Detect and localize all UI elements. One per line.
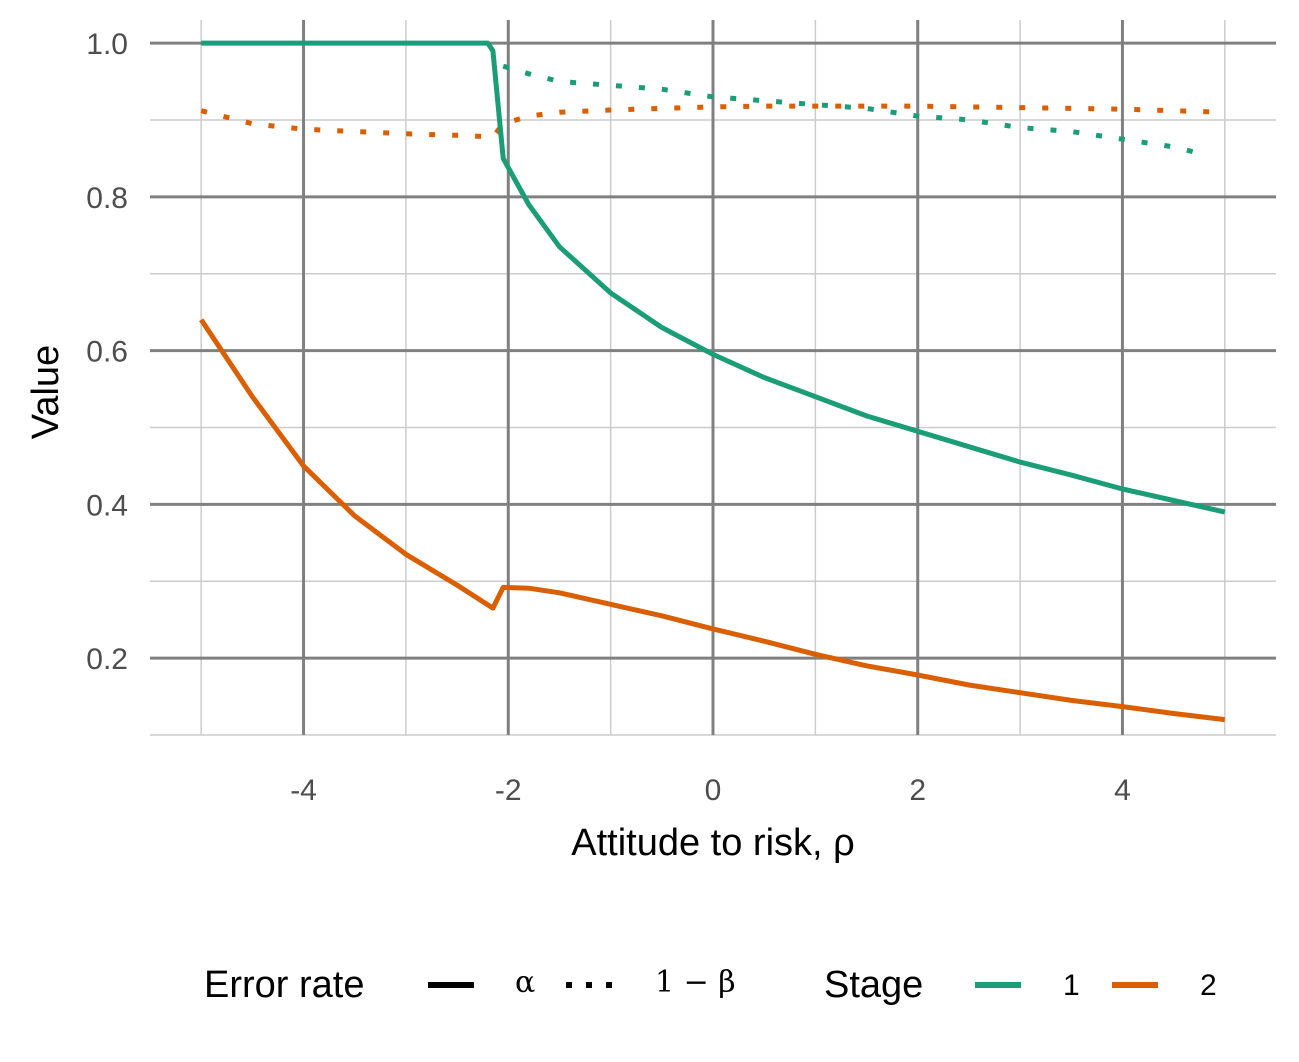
- x-tick-label: 4: [1114, 774, 1131, 807]
- y-tick-label: 0.2: [86, 643, 128, 676]
- x-tick-label: -4: [290, 774, 317, 807]
- legend-label-one-minus-beta: 1 − β: [655, 965, 736, 1000]
- series-line-stage-1-alpha: [201, 40, 1226, 515]
- series-line-stage-2-one-minus-beta: [200, 103, 1225, 140]
- legend-label-stage-2: 2: [1200, 969, 1217, 1002]
- y-tick-label: 0.6: [86, 336, 128, 369]
- legend: Error rate α 1 − β Stage 1 2: [204, 964, 1217, 1006]
- legend-label-stage-1: 1: [1063, 969, 1080, 1002]
- series-line-stage-1-one-minus-beta: [502, 63, 1205, 157]
- legend-label-alpha: α: [515, 965, 535, 1000]
- series-layer: [199, 40, 1226, 723]
- y-axis-title: Value: [25, 345, 67, 439]
- y-tick-label: 1.0: [86, 28, 128, 61]
- series-line-stage-2-alpha: [199, 318, 1226, 723]
- y-tick-label: 0.8: [86, 182, 128, 215]
- legend-title-error-rate: Error rate: [204, 964, 364, 1006]
- x-tick-label: -2: [495, 774, 522, 807]
- x-tick-label: 2: [909, 774, 926, 807]
- y-axis-ticks: 0.2 0.4 0.6 0.8 1.0: [86, 28, 128, 676]
- x-axis-title: Attitude to risk, ρ: [571, 822, 855, 864]
- x-axis-ticks: -4 -2 0 2 4: [290, 774, 1131, 807]
- legend-title-stage: Stage: [824, 964, 923, 1006]
- x-tick-label: 0: [705, 774, 722, 807]
- y-tick-label: 0.4: [86, 489, 128, 522]
- grid: [150, 20, 1276, 736]
